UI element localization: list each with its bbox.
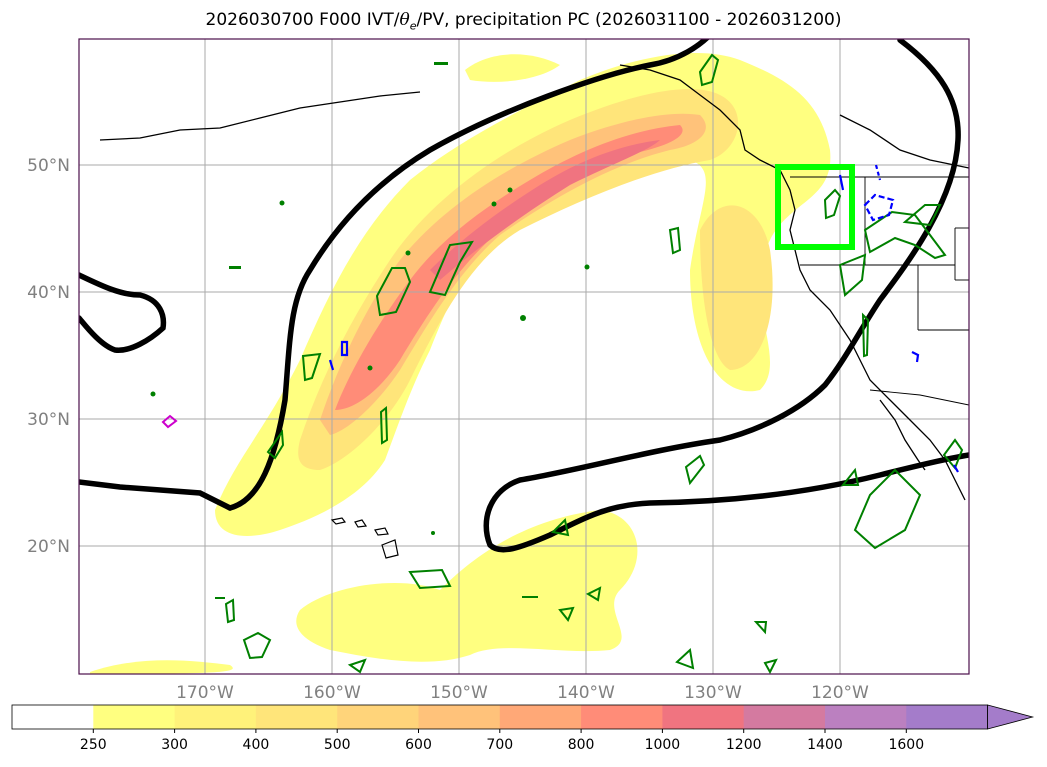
colorbar-tick-label: 600 bbox=[405, 737, 432, 753]
colorbar-segment bbox=[12, 705, 94, 729]
gridlines bbox=[79, 39, 969, 674]
colorbar-tick-label: 300 bbox=[161, 737, 188, 753]
pv-small-features bbox=[150, 62, 590, 599]
colorbar-segment bbox=[337, 705, 419, 729]
colorbar: 250 300 400 500 600 700 800 1000 1200 1400 1600 bbox=[11, 704, 1035, 753]
lon-label-120w: 120°W bbox=[811, 683, 869, 703]
map-contents bbox=[79, 39, 969, 674]
longitude-labels: 170°W 160°W 150°W 140°W 130°W 120°W bbox=[176, 683, 869, 703]
lat-label-20: 20°N bbox=[27, 537, 70, 557]
pv-positive-contours bbox=[224, 53, 964, 674]
colorbar-tick-label: 1000 bbox=[645, 737, 681, 753]
map-title: 2026030700 F000 IVT/θe/PV, precipitation… bbox=[205, 10, 842, 33]
lon-label-150w: 150°W bbox=[430, 683, 488, 703]
lat-label-30: 30°N bbox=[27, 410, 70, 430]
colorbar-tick-label: 250 bbox=[80, 737, 107, 753]
colorbar-tick-label: 1600 bbox=[888, 737, 924, 753]
map-frame bbox=[78, 38, 970, 675]
misc-contour bbox=[161, 414, 178, 429]
colorbar-segment bbox=[499, 705, 582, 729]
colorbar-segment bbox=[255, 705, 338, 729]
colorbar-tick-label: 1200 bbox=[726, 737, 762, 753]
lon-label-140w: 140°W bbox=[557, 683, 615, 703]
colorbar-segment bbox=[581, 705, 663, 729]
lon-label-170w: 170°W bbox=[176, 683, 234, 703]
lon-label-160w: 160°W bbox=[303, 683, 361, 703]
colorbar-tick-label: 400 bbox=[243, 737, 270, 753]
political-borders bbox=[790, 176, 969, 406]
colorbar-tick-label: 700 bbox=[486, 737, 513, 753]
hawaii-islands bbox=[330, 517, 399, 559]
colorbar-segment bbox=[662, 705, 745, 729]
lat-label-40: 40°N bbox=[27, 283, 70, 303]
ivt-shading bbox=[90, 52, 831, 674]
highlight-region-box bbox=[775, 164, 855, 250]
lat-label-50: 50°N bbox=[27, 156, 70, 176]
pv-negative-contours bbox=[328, 164, 959, 473]
colorbar-extend-arrow bbox=[987, 704, 1035, 730]
colorbar-segment bbox=[743, 705, 826, 729]
colorbar-segment bbox=[825, 705, 907, 729]
colorbar-tick-label: 500 bbox=[324, 737, 351, 753]
colorbar-segment bbox=[174, 705, 257, 729]
theta-e-contours bbox=[79, 39, 969, 553]
colorbar-tick-label: 800 bbox=[568, 737, 595, 753]
colorbar-tick-label: 1400 bbox=[807, 737, 843, 753]
colorbar-segment bbox=[906, 705, 989, 729]
lon-label-130w: 130°W bbox=[684, 683, 742, 703]
latitude-labels: 50°N 40°N 30°N 20°N bbox=[27, 156, 70, 557]
colorbar-segment bbox=[93, 705, 176, 729]
colorbar-segment bbox=[418, 705, 501, 729]
